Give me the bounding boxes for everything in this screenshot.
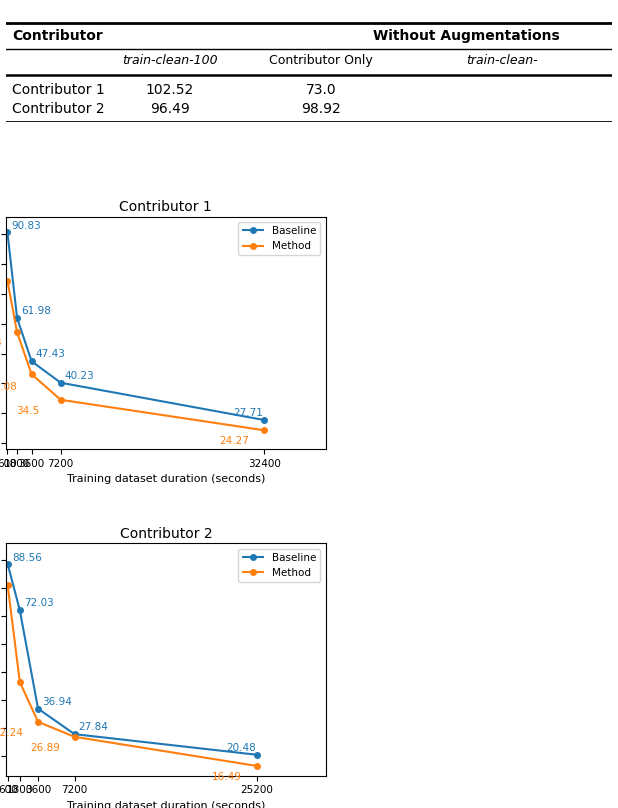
Text: 40.23: 40.23 — [65, 371, 95, 381]
Text: 47.43: 47.43 — [36, 349, 66, 359]
Baseline — [253, 750, 260, 760]
Method — [4, 276, 11, 285]
Line: Baseline: Baseline — [4, 229, 267, 423]
Text: Contributor 1: Contributor 1 — [12, 82, 105, 96]
Text: 57.14: 57.14 — [0, 339, 2, 348]
Text: 27.71: 27.71 — [234, 408, 263, 418]
Text: 32.24: 32.24 — [0, 728, 23, 738]
Title: Contributor 2: Contributor 2 — [119, 527, 212, 541]
Method — [253, 761, 260, 771]
Text: 98.92: 98.92 — [301, 102, 341, 116]
Text: 26.89: 26.89 — [30, 743, 60, 753]
Text: 96.49: 96.49 — [150, 102, 190, 116]
Text: train-clean-: train-clean- — [467, 54, 538, 68]
Text: 16.49: 16.49 — [212, 772, 242, 782]
Text: Contributor Only: Contributor Only — [269, 54, 373, 68]
Line: Method: Method — [5, 583, 260, 768]
Baseline — [260, 415, 268, 425]
Baseline — [57, 378, 64, 388]
Baseline — [71, 730, 78, 739]
Method — [28, 369, 35, 379]
Baseline — [35, 704, 42, 713]
Title: Contributor 1: Contributor 1 — [119, 200, 212, 214]
Text: 27.84: 27.84 — [78, 722, 109, 732]
Text: 34.5: 34.5 — [16, 406, 40, 415]
Text: 36.94: 36.94 — [42, 696, 72, 706]
Text: Contributor: Contributor — [12, 29, 103, 43]
Text: 88.56: 88.56 — [12, 553, 42, 563]
Text: 24.27: 24.27 — [220, 436, 250, 446]
Baseline — [28, 356, 35, 366]
Baseline — [4, 559, 11, 569]
X-axis label: Training dataset duration (seconds): Training dataset duration (seconds) — [67, 474, 265, 484]
Text: 90.83: 90.83 — [12, 221, 41, 231]
Line: Baseline: Baseline — [5, 562, 260, 758]
Method — [14, 327, 21, 337]
Text: 43.08: 43.08 — [0, 381, 17, 392]
X-axis label: Training dataset duration (seconds): Training dataset duration (seconds) — [67, 801, 265, 808]
Baseline — [14, 313, 21, 322]
Text: Contributor 2: Contributor 2 — [12, 102, 105, 116]
Legend: Baseline, Method: Baseline, Method — [239, 549, 320, 582]
Text: train-clean-100: train-clean-100 — [122, 54, 218, 68]
Text: 61.98: 61.98 — [21, 305, 51, 316]
Method — [16, 677, 23, 687]
Text: 20.48: 20.48 — [226, 743, 256, 752]
Legend: Baseline, Method: Baseline, Method — [239, 222, 320, 255]
Method — [35, 717, 42, 726]
Method — [71, 732, 78, 742]
Method — [260, 426, 268, 436]
Baseline — [4, 227, 11, 237]
Text: 102.52: 102.52 — [146, 82, 194, 96]
Line: Method: Method — [4, 278, 267, 433]
Baseline — [16, 606, 23, 616]
Method — [57, 395, 64, 405]
Text: 72.03: 72.03 — [24, 598, 54, 608]
Method — [4, 581, 11, 591]
Text: Without Augmentations: Without Augmentations — [373, 29, 560, 43]
Text: 73.0: 73.0 — [306, 82, 336, 96]
